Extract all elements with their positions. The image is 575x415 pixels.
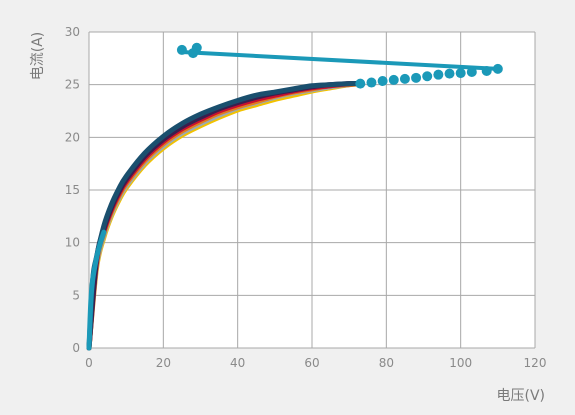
scatter-point [492,63,503,74]
scatter-point [455,68,466,79]
curves [86,80,363,351]
scatter-point [411,72,422,83]
scatter-point [466,67,477,78]
y-tick-label: 20 [65,130,80,144]
scatter-point [444,68,455,79]
y-tick-label: 25 [65,78,80,92]
overlay-series [176,42,503,89]
x-tick-label: 80 [379,356,394,370]
scatter-point [433,69,444,80]
scatter-point [377,75,388,86]
y-axis-title: 电流(A) [30,32,46,81]
scatter-point [388,74,399,85]
scatter-point [399,73,410,84]
scatter-point [481,65,492,76]
scatter-point [422,71,433,82]
x-tick-label: 60 [304,356,319,370]
x-tick-labels: 0 20 40 60 80 100 120 [85,356,546,370]
y-tick-labels: 0 5 10 15 20 25 30 [65,25,80,355]
y-tick-label: 10 [65,236,80,250]
x-tick-label: 0 [85,356,93,370]
x-axis-title: 电压(V) [496,388,545,404]
curve-5 [86,81,363,351]
scatter-point [188,48,199,59]
y-tick-label: 15 [65,183,80,197]
y-tick-label: 0 [72,341,80,355]
y-tick-label: 5 [72,288,80,302]
x-tick-label: 40 [230,356,245,370]
x-tick-label: 20 [156,356,171,370]
scatter-point [355,78,366,89]
scatter-point [366,77,377,88]
x-tick-label: 120 [524,356,547,370]
x-tick-label: 100 [449,356,472,370]
grid [88,31,536,349]
y-tick-label: 30 [65,25,80,39]
trend-segment [179,50,500,71]
curve-6 [86,229,107,351]
scatter-point [176,44,187,55]
